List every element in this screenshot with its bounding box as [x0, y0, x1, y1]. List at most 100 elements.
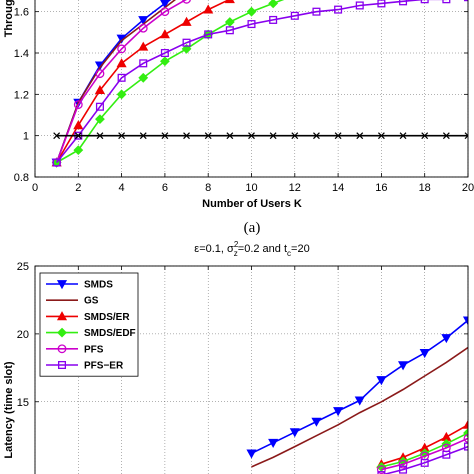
data-point	[377, 132, 385, 140]
series-line	[251, 346, 468, 468]
data-point	[268, 438, 279, 448]
data-point	[159, 29, 170, 39]
legend-label: PFS−ER	[84, 361, 124, 372]
data-point	[268, 0, 279, 9]
data-point	[160, 0, 170, 9]
data-point	[224, 0, 235, 4]
data-point	[226, 132, 234, 140]
data-point	[334, 5, 343, 14]
data-point	[138, 72, 149, 83]
legend: SMDS GS SMDS/ER SMDS/EDF PFS PFS−ER	[39, 272, 139, 377]
data-point	[94, 84, 105, 95]
latency-chart: 15 20 25 Latency (time slot) ε=0.1, σ2 z=0.2 …	[3, 240, 469, 474]
legend-box	[39, 272, 139, 377]
data-point	[73, 145, 84, 156]
legend-label: SMDS	[84, 280, 113, 291]
data-point	[333, 407, 344, 417]
data-point	[376, 465, 386, 474]
data-point	[204, 132, 212, 140]
data-point	[420, 0, 429, 4]
data-point	[311, 417, 322, 427]
legend-label: GS	[84, 296, 99, 307]
data-point	[377, 471, 386, 474]
figure-caption: (a)	[244, 220, 261, 236]
x-tick-label: 2	[75, 182, 81, 194]
data-point	[462, 419, 468, 429]
data-point	[96, 132, 104, 140]
y-tick-label: 1.6	[14, 7, 29, 19]
chart-title-part: 2	[234, 240, 239, 249]
data-point	[183, 132, 190, 140]
x-tick-label: 16	[375, 182, 387, 194]
data-point	[181, 16, 192, 26]
legend-entry: PFS−ER	[46, 361, 124, 372]
x-tick-label: 0	[32, 182, 38, 194]
legend-marker	[57, 360, 67, 370]
data-point	[95, 114, 105, 125]
data-point	[354, 396, 365, 406]
data-point	[161, 132, 169, 140]
data-point	[355, 1, 364, 10]
data-point	[160, 48, 169, 58]
data-point	[269, 15, 278, 24]
data-point	[356, 132, 364, 140]
data-point	[224, 17, 235, 27]
x-tick-label: 20	[462, 182, 474, 194]
data-point	[462, 316, 468, 326]
x-tick-label: 14	[332, 182, 344, 194]
data-point	[95, 102, 104, 111]
y-axis-label: Through	[3, 0, 15, 37]
y-tick-label: 1.4	[14, 48, 29, 60]
series-line	[381, 437, 468, 471]
data-point	[398, 459, 408, 469]
y-axis-label: Latency (time slot)	[3, 361, 15, 459]
data-point	[160, 7, 170, 17]
data-point	[312, 7, 321, 16]
data-point	[139, 132, 147, 140]
legend-entry: SMDS/EDF	[46, 327, 136, 339]
data-point	[117, 73, 126, 82]
data-point	[290, 11, 299, 20]
legend-entry: SMDS/ER	[46, 311, 130, 323]
y-tick-label: 1	[23, 131, 29, 143]
data-point	[420, 458, 429, 467]
data-point	[182, 38, 191, 47]
data-point	[138, 23, 148, 33]
x-tick-label: 6	[162, 182, 168, 194]
legend-entry: GS	[46, 296, 99, 307]
y-tick-label: 1.2	[14, 89, 29, 101]
series-line	[382, 445, 468, 474]
series-group	[246, 316, 468, 474]
series-line	[56, 0, 231, 163]
x-tick-label: 10	[245, 182, 257, 194]
legend-marker	[57, 327, 67, 338]
data-point	[73, 120, 84, 130]
data-point	[246, 6, 257, 17]
x-tick-label: 18	[419, 182, 431, 194]
legend-label: SMDS/ER	[84, 312, 130, 323]
data-point	[138, 41, 149, 51]
x-tick-label: 8	[205, 182, 211, 194]
data-point	[377, 0, 386, 8]
legend-marker	[56, 311, 68, 321]
data-point	[399, 0, 408, 6]
data-point	[246, 449, 257, 459]
legend-marker	[57, 344, 67, 354]
data-point	[464, 132, 468, 140]
data-point	[139, 59, 148, 68]
data-point	[442, 132, 450, 140]
chart-title-part: ε=0.1, σ	[194, 243, 234, 255]
data-point	[203, 4, 214, 14]
data-point	[313, 132, 320, 140]
data-point	[73, 100, 83, 110]
chart-title-part: =20	[291, 243, 310, 255]
legend-entry: PFS	[46, 344, 104, 355]
data-point	[421, 132, 429, 140]
data-point	[181, 43, 192, 54]
data-point	[138, 16, 149, 26]
legend-marker	[56, 280, 68, 290]
data-point	[247, 20, 256, 29]
x-tick-label: 12	[289, 182, 301, 194]
data-point	[74, 132, 82, 140]
